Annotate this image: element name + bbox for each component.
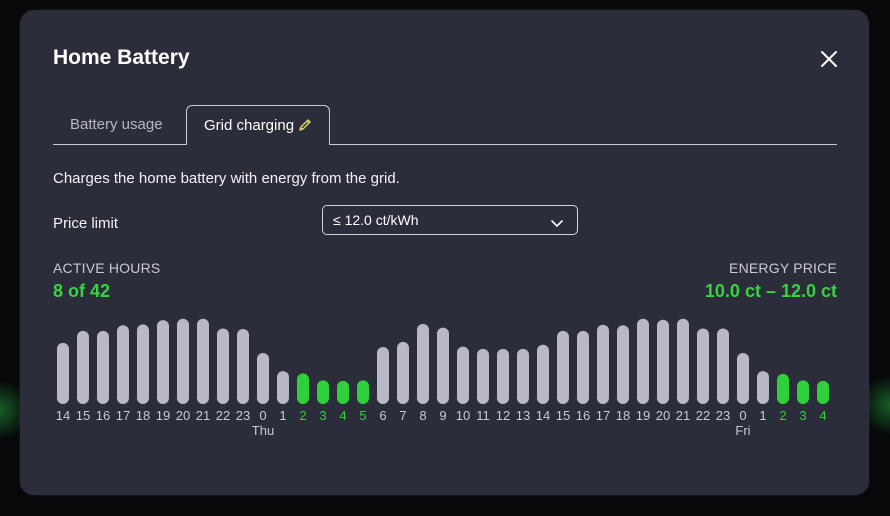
tab-grid-charging[interactable]: Grid charging [186,105,331,147]
hour-label-0: 14 [56,408,70,423]
price-limit-select[interactable]: ≤ 12.0 ct/kWh [322,205,578,235]
hour-label-23: 13 [516,408,530,423]
price-bar-8 [217,328,229,404]
hour-label-11: 1 [279,408,286,423]
hour-label-13: 3 [319,408,326,423]
hour-label-21: 11 [476,408,490,423]
active-hours-caption: ACTIVE HOURS [53,260,161,276]
price-bar-14 [337,380,349,404]
hour-label-15: 5 [359,408,366,423]
price-bar-17 [397,341,409,404]
price-bar-13 [317,380,329,404]
description-text: Charges the home battery with energy fro… [53,170,400,187]
hour-label-28: 18 [616,408,630,423]
pencil-icon [298,108,312,147]
hour-label-31: 21 [676,408,690,423]
price-bar-31 [677,318,689,404]
price-limit-value: ≤ 12.0 ct/kWh [333,212,419,228]
hour-label-29: 19 [636,408,650,423]
day-label-1: Fri [735,423,750,438]
price-bar-18 [417,323,429,404]
price-bar-25 [557,330,569,404]
price-bar-19 [437,327,449,404]
hour-label-38: 4 [819,408,826,423]
price-bar-33 [717,328,729,404]
price-bar-21 [477,348,489,404]
price-bar-34 [737,353,749,404]
hour-label-14: 4 [339,408,346,423]
hour-label-5: 19 [156,408,170,423]
day-label-0: Thu [252,423,274,438]
hour-label-17: 7 [399,408,406,423]
hour-label-8: 22 [216,408,230,423]
hour-label-12: 2 [299,408,306,423]
tab-grid-charging-label: Grid charging [204,117,295,134]
hour-label-25: 15 [556,408,570,423]
price-bar-15 [357,380,369,404]
energy-price-caption: ENERGY PRICE [729,260,837,276]
price-bar-0 [57,342,69,404]
hour-label-7: 21 [196,408,210,423]
hour-label-37: 3 [799,408,806,423]
home-battery-dialog: Home Battery Battery usage Grid charging… [20,10,869,495]
price-bar-28 [617,325,629,404]
active-hours-value: 8 of 42 [53,281,111,301]
hour-label-33: 23 [716,408,730,423]
price-bar-11 [277,371,289,404]
price-bar-30 [657,319,669,404]
price-bar-38 [817,380,829,404]
hour-label-27: 17 [596,408,610,423]
price-bar-10 [257,353,269,404]
tab-battery-usage[interactable]: Battery usage [53,105,180,144]
close-icon[interactable] [818,48,840,70]
hour-label-35: 1 [759,408,766,423]
price-bar-22 [497,348,509,404]
hour-label-34: 0 [739,408,746,423]
hour-label-22: 12 [496,408,510,423]
price-bar-4 [137,324,149,404]
price-bar-20 [457,346,469,404]
hour-label-36: 2 [779,408,786,423]
hour-label-1: 15 [76,408,90,423]
price-bar-24 [537,344,549,404]
hour-label-16: 6 [379,408,386,423]
price-bar-2 [97,330,109,404]
price-bar-16 [377,347,389,404]
hour-label-30: 20 [656,408,670,423]
price-bar-27 [597,324,609,404]
hour-label-24: 14 [536,408,550,423]
price-bar-29 [637,318,649,404]
price-bar-chart: 14 15 16 17 18 19 20 21 22 23 0 1 2 3 4 5 6 7 8 9 10 11 12 13 14… [56,318,829,438]
dialog-title: Home Battery [53,46,190,69]
price-bar-7 [197,318,209,404]
chevron-down-icon [551,215,563,233]
hour-label-9: 23 [236,408,250,423]
price-bar-12 [297,373,309,404]
price-bar-9 [237,328,249,404]
price-bar-5 [157,320,169,404]
price-bar-23 [517,348,529,404]
price-bar-6 [177,318,189,404]
price-bar-26 [577,330,589,404]
price-bar-3 [117,325,129,404]
hour-label-6: 20 [176,408,190,423]
hour-label-10: 0 [259,408,266,423]
hour-label-26: 16 [576,408,590,423]
price-bar-1 [77,330,89,404]
hour-label-2: 16 [96,408,110,423]
hour-label-20: 10 [456,408,470,423]
tab-bar: Battery usage Grid charging [53,105,837,145]
price-bar-35 [757,371,769,404]
price-limit-label: Price limit [53,215,119,232]
hour-label-3: 17 [116,408,130,423]
price-bar-32 [697,328,709,404]
price-bar-36 [777,373,789,404]
hour-label-18: 8 [419,408,426,423]
tab-battery-usage-label: Battery usage [70,116,163,133]
hour-label-4: 18 [136,408,150,423]
hour-label-32: 22 [696,408,710,423]
energy-price-value: 10.0 ct – 12.0 ct [704,281,837,301]
price-bar-37 [797,380,809,404]
hour-label-19: 9 [439,408,446,423]
